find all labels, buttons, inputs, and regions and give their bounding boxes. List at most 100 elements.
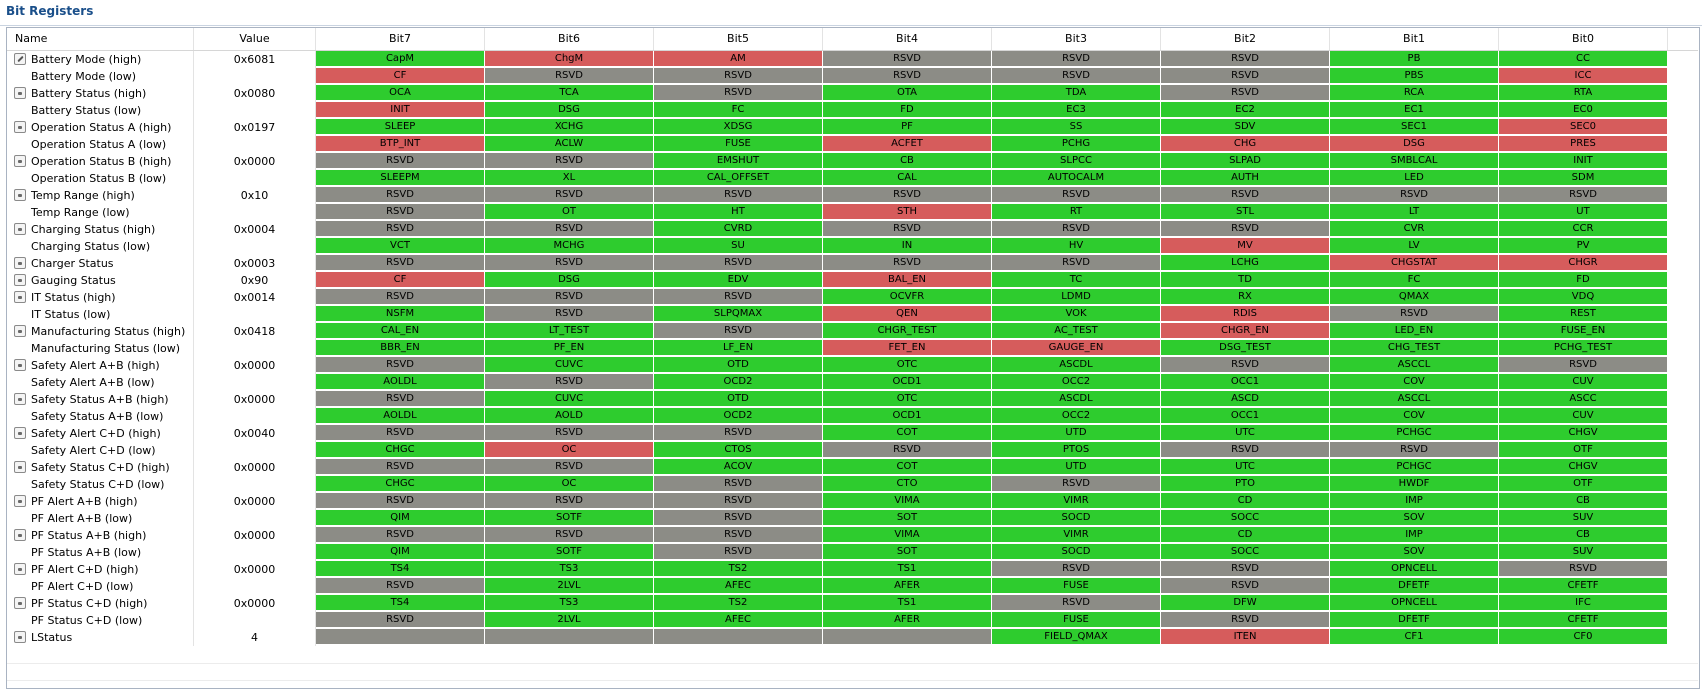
bit-cell-bit5[interactable]: SLPQMAX	[654, 306, 823, 322]
register-value[interactable]	[194, 612, 316, 629]
bit-cell-bit4[interactable]: IN	[823, 238, 992, 254]
bit-cell-bit0[interactable]: CB	[1499, 493, 1668, 509]
bit-cell-bit5[interactable]: RSVD	[654, 68, 823, 84]
bit-cell-bit0[interactable]: SUV	[1499, 510, 1668, 526]
lock-icon[interactable]	[14, 461, 26, 473]
bit-cell-bit2[interactable]: OCC1	[1161, 408, 1330, 424]
bit-cell-bit4[interactable]: RSVD	[823, 255, 992, 271]
bit-cell-bit6[interactable]: RSVD	[485, 187, 654, 203]
bit-cell-bit7[interactable]: CF	[316, 68, 485, 84]
bit-cell-bit0[interactable]: PRES	[1499, 136, 1668, 152]
bit-cell-bit0[interactable]: FD	[1499, 272, 1668, 288]
bit-cell-bit5[interactable]: RSVD	[654, 425, 823, 441]
column-header-bit4[interactable]: Bit4	[823, 28, 992, 50]
register-value[interactable]: 0x0000	[194, 391, 316, 408]
bit-cell-bit1[interactable]: COV	[1330, 374, 1499, 390]
bit-cell-bit3[interactable]: SOCD	[992, 510, 1161, 526]
register-value[interactable]: 0x0000	[194, 493, 316, 510]
bit-cell-bit4[interactable]	[823, 629, 992, 645]
bit-cell-bit1[interactable]: DFETF	[1330, 578, 1499, 594]
bit-cell-bit1[interactable]: EC1	[1330, 102, 1499, 118]
table-row[interactable]: Battery Status (high) 0x0080 OCA TCA RSVD OTA…	[7, 85, 1698, 102]
bit-cell-bit0[interactable]: REST	[1499, 306, 1668, 322]
bit-cell-bit5[interactable]: EDV	[654, 272, 823, 288]
bit-cell-bit3[interactable]: PTOS	[992, 442, 1161, 458]
bit-cell-bit5[interactable]: TS2	[654, 561, 823, 577]
register-value[interactable]	[194, 68, 316, 85]
bit-cell-bit0[interactable]: VDQ	[1499, 289, 1668, 305]
bit-cell-bit0[interactable]: CFETF	[1499, 578, 1668, 594]
bit-cell-bit1[interactable]: RCA	[1330, 85, 1499, 101]
table-row[interactable]: PF Alert A+B (low) QIM SOTF RSVD SOT SOCD SOCC…	[7, 510, 1698, 527]
bit-cell-bit5[interactable]: FC	[654, 102, 823, 118]
bit-cell-bit7[interactable]: TS4	[316, 561, 485, 577]
table-row[interactable]: Charger Status 0x0003 RSVD RSVD RSVD RSVD RSVD…	[7, 255, 1698, 272]
bit-cell-bit1[interactable]: CF1	[1330, 629, 1499, 645]
bit-cell-bit5[interactable]: RSVD	[654, 85, 823, 101]
bit-cell-bit7[interactable]: RSVD	[316, 357, 485, 373]
bit-cell-bit2[interactable]: SDV	[1161, 119, 1330, 135]
bit-cell-bit6[interactable]: 2LVL	[485, 612, 654, 628]
bit-cell-bit6[interactable]: DSG	[485, 102, 654, 118]
register-value[interactable]	[194, 578, 316, 595]
bit-cell-bit0[interactable]: PV	[1499, 238, 1668, 254]
table-row[interactable]: Safety Alert A+B (low) AOLDL RSVD OCD2 OCD1 O…	[7, 374, 1698, 391]
bit-cell-bit5[interactable]: CVRD	[654, 221, 823, 237]
bit-cell-bit7[interactable]: RSVD	[316, 255, 485, 271]
bit-cell-bit2[interactable]: RSVD	[1161, 561, 1330, 577]
bit-cell-bit2[interactable]: RSVD	[1161, 85, 1330, 101]
bit-cell-bit3[interactable]: AC_TEST	[992, 323, 1161, 339]
bit-cell-bit2[interactable]: RSVD	[1161, 578, 1330, 594]
bit-cell-bit4[interactable]: RSVD	[823, 51, 992, 67]
table-row[interactable]: PF Status A+B (low) QIM SOTF RSVD SOT SOCD SOC…	[7, 544, 1698, 561]
bit-cell-bit5[interactable]: XDSG	[654, 119, 823, 135]
bit-cell-bit3[interactable]: SOCD	[992, 544, 1161, 560]
register-value[interactable]	[194, 204, 316, 221]
bit-cell-bit7[interactable]: CF	[316, 272, 485, 288]
bit-cell-bit7[interactable]: AOLDL	[316, 408, 485, 424]
bit-cell-bit6[interactable]: RSVD	[485, 255, 654, 271]
register-value[interactable]: 0x0000	[194, 459, 316, 476]
lock-icon[interactable]	[14, 359, 26, 371]
bit-cell-bit5[interactable]: HT	[654, 204, 823, 220]
table-row[interactable]: PF Alert A+B (high) 0x0000 RSVD RSVD RSVD VIM…	[7, 493, 1698, 510]
bit-cell-bit0[interactable]: INIT	[1499, 153, 1668, 169]
bit-cell-bit0[interactable]: CC	[1499, 51, 1668, 67]
bit-cell-bit6[interactable]: RSVD	[485, 527, 654, 543]
bit-cell-bit2[interactable]: SOCC	[1161, 544, 1330, 560]
bit-cell-bit2[interactable]: STL	[1161, 204, 1330, 220]
register-value[interactable]: 0x0000	[194, 561, 316, 578]
bit-cell-bit3[interactable]: AUTOCALM	[992, 170, 1161, 186]
bit-cell-bit0[interactable]: CHGV	[1499, 459, 1668, 475]
lock-icon[interactable]	[14, 597, 26, 609]
bit-cell-bit1[interactable]: CVR	[1330, 221, 1499, 237]
bit-cell-bit5[interactable]: RSVD	[654, 510, 823, 526]
bit-cell-bit2[interactable]: CHGR_EN	[1161, 323, 1330, 339]
bit-cell-bit4[interactable]: VIMA	[823, 493, 992, 509]
bit-cell-bit3[interactable]: FUSE	[992, 578, 1161, 594]
lock-icon[interactable]	[14, 563, 26, 575]
bit-cell-bit4[interactable]: SOT	[823, 510, 992, 526]
register-value[interactable]: 0x0000	[194, 153, 316, 170]
bit-cell-bit3[interactable]: UTD	[992, 425, 1161, 441]
bit-cell-bit3[interactable]: RSVD	[992, 561, 1161, 577]
bit-cell-bit6[interactable]: XCHG	[485, 119, 654, 135]
bit-cell-bit2[interactable]: DSG_TEST	[1161, 340, 1330, 356]
bit-cell-bit3[interactable]: UTD	[992, 459, 1161, 475]
lock-icon[interactable]	[14, 427, 26, 439]
bit-cell-bit4[interactable]: OCVFR	[823, 289, 992, 305]
bit-cell-bit3[interactable]: TC	[992, 272, 1161, 288]
bit-cell-bit1[interactable]: PCHGC	[1330, 459, 1499, 475]
bit-cell-bit7[interactable]: BTP_INT	[316, 136, 485, 152]
register-value[interactable]: 0x0040	[194, 425, 316, 442]
bit-cell-bit2[interactable]: RDIS	[1161, 306, 1330, 322]
bit-cell-bit5[interactable]: RSVD	[654, 187, 823, 203]
bit-cell-bit0[interactable]: CCR	[1499, 221, 1668, 237]
bit-cell-bit6[interactable]: MCHG	[485, 238, 654, 254]
bit-cell-bit6[interactable]: 2LVL	[485, 578, 654, 594]
bit-cell-bit6[interactable]: SOTF	[485, 544, 654, 560]
bit-cell-bit7[interactable]: RSVD	[316, 578, 485, 594]
bit-cell-bit4[interactable]: OCD1	[823, 408, 992, 424]
bit-cell-bit0[interactable]: CHGR	[1499, 255, 1668, 271]
register-value[interactable]	[194, 136, 316, 153]
